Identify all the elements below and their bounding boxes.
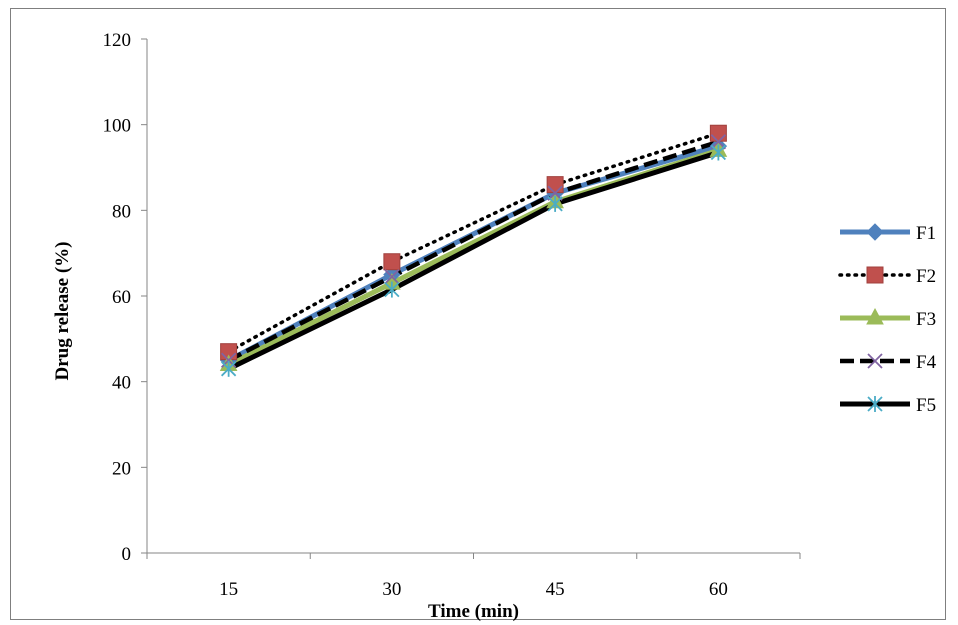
legend-marker-f5 (867, 396, 883, 412)
x-tick-label: 45 (546, 579, 565, 600)
data-point-f5 (547, 195, 563, 212)
y-tick-label: 80 (112, 201, 131, 222)
legend-label-f5: F5 (916, 395, 936, 416)
x-axis-title: Time (min) (428, 601, 519, 622)
y-tick-label: 60 (112, 287, 131, 308)
data-point-f5 (220, 360, 237, 377)
y-tick-label: 0 (122, 544, 132, 565)
legend-label-f4: F4 (916, 352, 937, 373)
data-point-f4 (710, 134, 727, 150)
legend-label-f2: F2 (916, 266, 936, 287)
y-tick-label: 20 (112, 458, 131, 479)
y-axis-title: Drug release (%) (52, 242, 73, 381)
data-point-f4 (547, 185, 563, 201)
series-line-f5 (227, 150, 720, 372)
legend-marker-f1 (866, 223, 884, 241)
legend-label-f3: F3 (916, 309, 936, 330)
y-tick-label: 120 (103, 30, 132, 51)
y-tick-label: 100 (103, 116, 132, 137)
data-point-f2 (383, 253, 401, 271)
legend-marker-f4 (867, 353, 883, 369)
data-point-f2 (546, 176, 564, 194)
chart-frame (10, 8, 946, 620)
data-point-f2 (709, 124, 727, 142)
series-line-f2 (226, 131, 721, 354)
series-line-f4 (227, 139, 720, 363)
legend-label-f1: F1 (916, 223, 936, 244)
legend-marker-f2 (866, 266, 884, 284)
x-tick-label: 30 (382, 579, 401, 600)
x-tick-label: 15 (219, 579, 238, 600)
data-point-f5 (384, 281, 400, 298)
y-tick-label: 40 (112, 373, 131, 394)
data-point-f5 (710, 144, 727, 161)
legend-marker-f3 (866, 307, 884, 325)
data-point-f4 (384, 269, 400, 285)
x-tick-label: 60 (709, 579, 728, 600)
